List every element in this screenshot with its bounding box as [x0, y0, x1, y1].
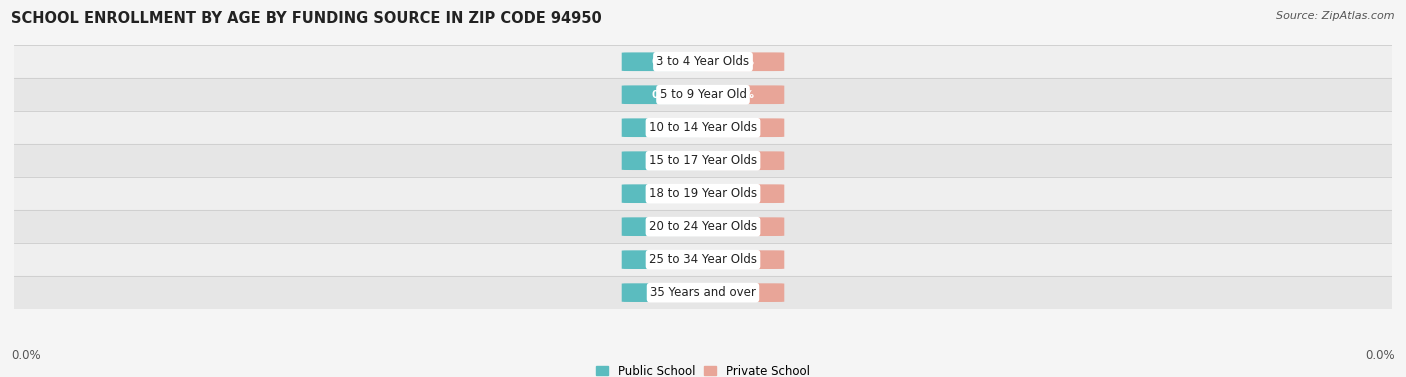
Text: 0.0%: 0.0%: [725, 254, 755, 265]
Text: 0.0%: 0.0%: [651, 222, 681, 232]
FancyBboxPatch shape: [696, 52, 785, 71]
Text: 0.0%: 0.0%: [651, 254, 681, 265]
Bar: [14, 243, 1392, 276]
Text: 0.0%: 0.0%: [1365, 349, 1395, 362]
Text: 0.0%: 0.0%: [651, 57, 681, 67]
Text: 18 to 19 Year Olds: 18 to 19 Year Olds: [650, 187, 756, 200]
Bar: [14, 45, 1392, 78]
Text: 35 Years and over: 35 Years and over: [650, 286, 756, 299]
Text: 0.0%: 0.0%: [725, 288, 755, 298]
FancyBboxPatch shape: [621, 184, 710, 203]
Bar: [14, 276, 1392, 309]
FancyBboxPatch shape: [621, 217, 710, 236]
Text: 0.0%: 0.0%: [725, 90, 755, 100]
Bar: [14, 177, 1392, 210]
Text: 0.0%: 0.0%: [651, 288, 681, 298]
FancyBboxPatch shape: [696, 184, 785, 203]
Text: 15 to 17 Year Olds: 15 to 17 Year Olds: [650, 154, 756, 167]
Text: 10 to 14 Year Olds: 10 to 14 Year Olds: [650, 121, 756, 134]
Text: 3 to 4 Year Olds: 3 to 4 Year Olds: [657, 55, 749, 68]
FancyBboxPatch shape: [696, 283, 785, 302]
FancyBboxPatch shape: [621, 283, 710, 302]
Text: 0.0%: 0.0%: [651, 123, 681, 133]
Text: 5 to 9 Year Old: 5 to 9 Year Old: [659, 88, 747, 101]
Text: 0.0%: 0.0%: [725, 57, 755, 67]
Text: 20 to 24 Year Olds: 20 to 24 Year Olds: [650, 220, 756, 233]
FancyBboxPatch shape: [621, 85, 710, 104]
Text: 25 to 34 Year Olds: 25 to 34 Year Olds: [650, 253, 756, 266]
Text: 0.0%: 0.0%: [725, 188, 755, 199]
FancyBboxPatch shape: [621, 118, 710, 137]
Legend: Public School, Private School: Public School, Private School: [592, 360, 814, 377]
FancyBboxPatch shape: [621, 52, 710, 71]
Text: SCHOOL ENROLLMENT BY AGE BY FUNDING SOURCE IN ZIP CODE 94950: SCHOOL ENROLLMENT BY AGE BY FUNDING SOUR…: [11, 11, 602, 26]
Bar: [14, 144, 1392, 177]
Text: 0.0%: 0.0%: [651, 188, 681, 199]
Bar: [14, 78, 1392, 111]
Text: 0.0%: 0.0%: [725, 222, 755, 232]
Bar: [14, 111, 1392, 144]
Text: 0.0%: 0.0%: [11, 349, 41, 362]
Text: 0.0%: 0.0%: [651, 90, 681, 100]
Bar: [14, 210, 1392, 243]
FancyBboxPatch shape: [696, 217, 785, 236]
FancyBboxPatch shape: [696, 151, 785, 170]
Text: 0.0%: 0.0%: [725, 156, 755, 166]
Text: Source: ZipAtlas.com: Source: ZipAtlas.com: [1277, 11, 1395, 21]
FancyBboxPatch shape: [696, 118, 785, 137]
Text: 0.0%: 0.0%: [725, 123, 755, 133]
Text: 0.0%: 0.0%: [651, 156, 681, 166]
FancyBboxPatch shape: [696, 85, 785, 104]
FancyBboxPatch shape: [621, 250, 710, 269]
FancyBboxPatch shape: [696, 250, 785, 269]
FancyBboxPatch shape: [621, 151, 710, 170]
